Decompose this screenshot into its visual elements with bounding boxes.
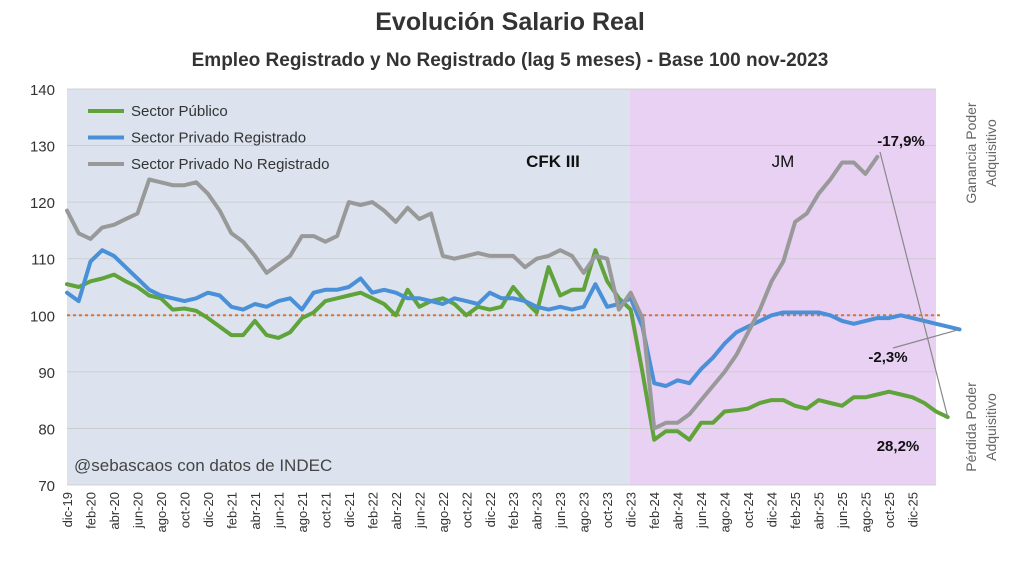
annotation-label: -17,9% (877, 133, 925, 150)
x-tick-label: jun-24 (694, 492, 709, 529)
right-axis-label-bottom: Pérdida Poder (963, 382, 979, 472)
x-tick-label: ago-25 (859, 492, 874, 532)
x-tick-label: dic-19 (60, 492, 75, 527)
x-tick-label: abr-24 (671, 492, 686, 530)
x-tick-label: dic-20 (201, 492, 216, 527)
right-axis-label-top: Adquisitivo (983, 119, 999, 187)
x-tick-label: abr-20 (107, 492, 122, 530)
right-axis-label-bottom: Adquisitivo (983, 393, 999, 461)
x-tick-label: feb-24 (647, 492, 662, 529)
annotation-label: -2,3% (868, 349, 907, 366)
x-tick-label: ago-24 (718, 492, 733, 532)
x-tick-label: oct-23 (600, 492, 615, 528)
x-tick-label: oct-24 (741, 492, 756, 528)
x-tick-label: oct-21 (318, 492, 333, 528)
x-tick-label: jun-21 (271, 492, 286, 529)
y-tick-label: 100 (30, 308, 55, 325)
chart-title: Evolución Salario Real (375, 8, 645, 36)
y-tick-label: 90 (38, 365, 55, 382)
x-tick-label: dic-25 (906, 492, 921, 527)
annotations: CFK III JM @sebascaos con datos de INDEC 28… (74, 133, 960, 475)
x-tick-label: dic-21 (342, 492, 357, 527)
x-tick-label: abr-25 (812, 492, 827, 530)
x-tick-label: ago-22 (436, 492, 451, 532)
x-tick-label: jun-20 (130, 492, 145, 529)
legend-label: Sector Público (131, 103, 228, 120)
x-tick-label: feb-20 (83, 492, 98, 529)
x-tick-label: jun-23 (553, 492, 568, 529)
period-label: JM (772, 152, 795, 171)
series-line (65, 154, 880, 431)
x-tick-label: feb-25 (788, 492, 803, 529)
x-tick-label: jun-25 (835, 492, 850, 529)
legend: Sector Público Sector Privado Registrado S… (88, 103, 329, 173)
x-tick-label: abr-22 (389, 492, 404, 530)
y-tick-label: 120 (30, 195, 55, 212)
y-tick-label: 70 (38, 478, 55, 495)
legend-label: Sector Privado No Registrado (131, 156, 329, 173)
x-tick-label: oct-25 (882, 492, 897, 528)
x-tick-label: ago-20 (154, 492, 169, 532)
x-tick-label: jun-22 (412, 492, 427, 529)
right-axis-label-top: Ganancia Poder (963, 102, 979, 204)
y-tick-label: 130 (30, 139, 55, 156)
series-line (65, 248, 962, 388)
x-tick-label: abr-23 (530, 492, 545, 530)
x-tick-label: ago-21 (295, 492, 310, 532)
annotation-label: 28,2% (877, 438, 920, 455)
watermark: @sebascaos con datos de INDEC (74, 456, 332, 475)
x-tick-label: abr-21 (248, 492, 263, 530)
x-tick-label: dic-23 (624, 492, 639, 527)
y-tick-label: 140 (30, 82, 55, 99)
x-tick-label: oct-20 (177, 492, 192, 528)
x-tick-label: dic-22 (483, 492, 498, 527)
x-tick-label: dic-24 (765, 492, 780, 527)
y-tick-label: 80 (38, 421, 55, 438)
x-tick-label: oct-22 (459, 492, 474, 528)
x-tick-label: feb-22 (365, 492, 380, 529)
leader-line (879, 151, 949, 418)
legend-label: Sector Privado Registrado (131, 130, 306, 147)
period-label: CFK III (526, 152, 580, 171)
leader-line (892, 328, 960, 349)
x-tick-label: feb-21 (224, 492, 239, 529)
chart-subtitle: Empleo Registrado y No Registrado (lag 5… (191, 50, 829, 71)
period-backgrounds (67, 89, 936, 485)
gridlines (67, 88, 942, 486)
axes: 70 80 90 100 110 120 130 140 dic-19 feb-20 abr-20 j… (30, 82, 999, 532)
x-tick-label: ago-23 (577, 492, 592, 532)
x-tick-label: feb-23 (506, 492, 521, 529)
y-tick-label: 110 (31, 252, 55, 269)
series-lines (65, 154, 962, 442)
